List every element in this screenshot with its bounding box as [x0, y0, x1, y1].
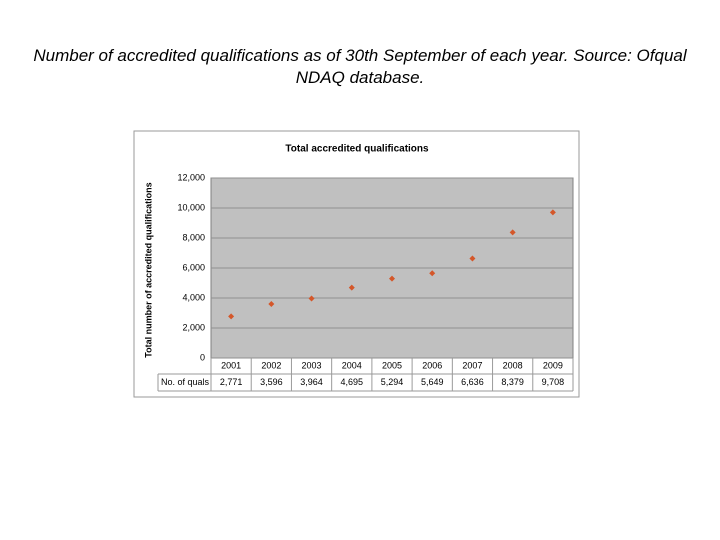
chart-title: Total accredited qualifications: [285, 144, 429, 155]
point: [469, 255, 476, 262]
value-label: 6,636: [461, 377, 484, 387]
x-tick-label: 2004: [342, 360, 362, 370]
point: [268, 301, 275, 308]
point: [308, 295, 315, 302]
x-tick-label: 2003: [302, 360, 322, 370]
point: [348, 284, 355, 291]
x-tick-label: 2009: [543, 360, 563, 370]
x-tick-label: 2007: [462, 360, 482, 370]
x-tick-label: 2001: [221, 360, 241, 370]
point: [509, 229, 516, 236]
series-name: No. of quals: [161, 377, 210, 387]
y-tick-label: 10,000: [177, 202, 205, 212]
y-tick-label: 0: [200, 352, 205, 362]
x-tick-label: 2006: [422, 360, 442, 370]
y-tick-label: 6,000: [182, 262, 205, 272]
value-label: 3,964: [300, 377, 323, 387]
caption: Number of accredited qualifications as o…: [33, 46, 687, 87]
y-tick-label: 4,000: [182, 292, 205, 302]
y-axis-title: Total number of accredited qualification…: [143, 182, 153, 357]
value-label: 5,649: [421, 377, 444, 387]
value-label: 5,294: [381, 377, 404, 387]
value-label: 2,771: [220, 377, 243, 387]
y-tick-label: 2,000: [182, 322, 205, 332]
value-label: 9,708: [542, 377, 565, 387]
value-label: 8,379: [501, 377, 524, 387]
y-tick-label: 8,000: [182, 232, 205, 242]
point: [429, 270, 436, 277]
point: [228, 313, 235, 320]
value-label: 3,596: [260, 377, 283, 387]
y-tick-label: 12,000: [177, 172, 205, 182]
x-tick-label: 2002: [261, 360, 281, 370]
value-label: 4,695: [341, 377, 364, 387]
point: [389, 275, 395, 282]
x-tick-label: 2008: [503, 360, 523, 370]
point: [549, 209, 556, 216]
x-tick-label: 2005: [382, 360, 402, 370]
